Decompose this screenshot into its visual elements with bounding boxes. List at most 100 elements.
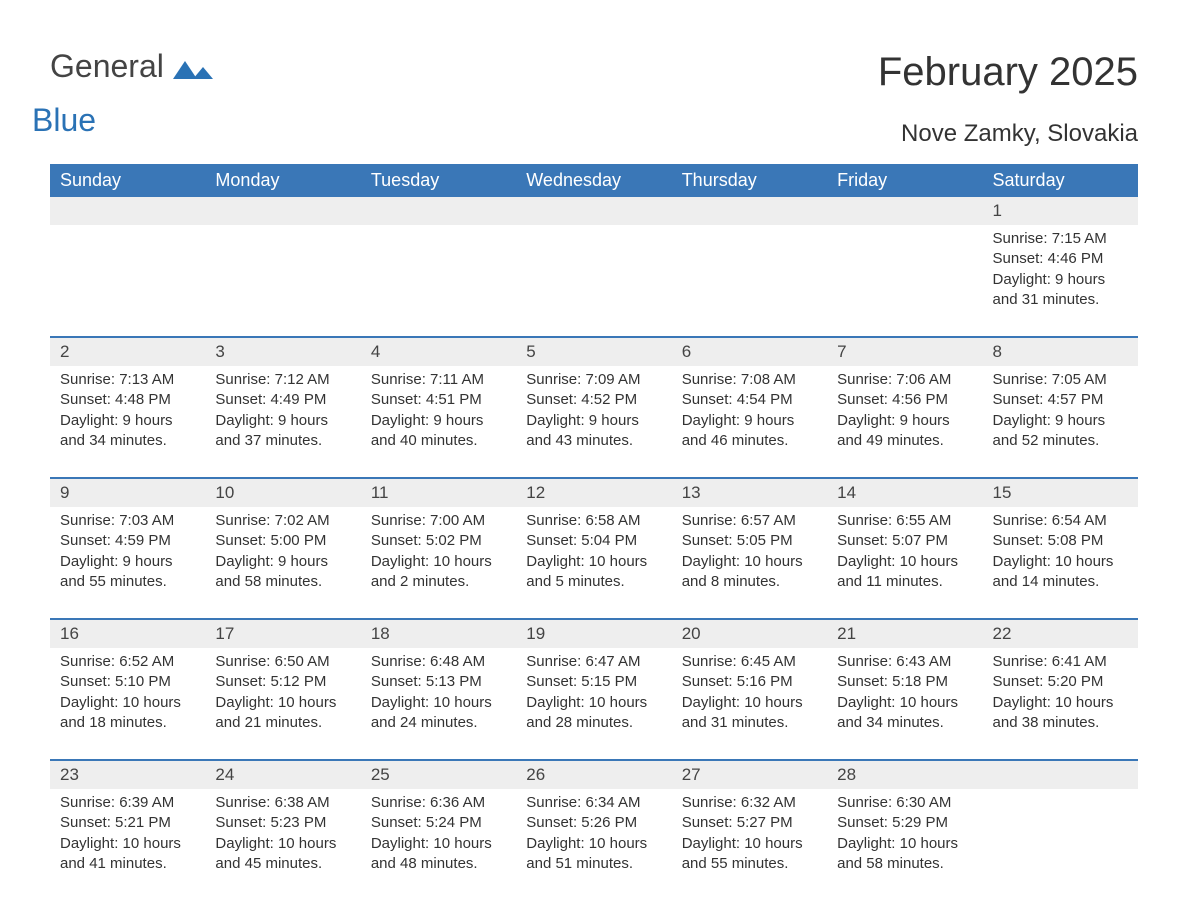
day-cell: Sunrise: 6:36 AMSunset: 5:24 PMDaylight:… — [361, 789, 516, 874]
day-cell: Sunrise: 6:39 AMSunset: 5:21 PMDaylight:… — [50, 789, 205, 874]
content-row: Sunrise: 7:03 AMSunset: 4:59 PMDaylight:… — [50, 507, 1138, 592]
sunrise-line: Sunrise: 7:06 AM — [837, 370, 974, 390]
daynum-row: 2345678 — [50, 336, 1138, 366]
day-cell: Sunrise: 6:55 AMSunset: 5:07 PMDaylight:… — [827, 507, 982, 592]
calendar-grid: SundayMondayTuesdayWednesdayThursdayFrid… — [50, 164, 1138, 874]
daylight-line: Daylight: 9 hours and 46 minutes. — [682, 411, 819, 452]
sunrise-line: Sunrise: 7:12 AM — [215, 370, 352, 390]
day-number: 6 — [672, 338, 827, 366]
day-cell: Sunrise: 6:34 AMSunset: 5:26 PMDaylight:… — [516, 789, 671, 874]
day-number: 9 — [50, 479, 205, 507]
sunrise-line: Sunrise: 6:52 AM — [60, 652, 197, 672]
sunrise-line: Sunrise: 6:45 AM — [682, 652, 819, 672]
daylight-line: Daylight: 10 hours and 8 minutes. — [682, 552, 819, 593]
daylight-line: Daylight: 9 hours and 58 minutes. — [215, 552, 352, 593]
daylight-line: Daylight: 10 hours and 28 minutes. — [526, 693, 663, 734]
day-cell: Sunrise: 7:05 AMSunset: 4:57 PMDaylight:… — [983, 366, 1138, 451]
day-number: 25 — [361, 761, 516, 789]
sunset-line: Sunset: 5:12 PM — [215, 672, 352, 692]
sunrise-line: Sunrise: 6:48 AM — [371, 652, 508, 672]
sunrise-line: Sunrise: 6:57 AM — [682, 511, 819, 531]
sunset-line: Sunset: 5:27 PM — [682, 813, 819, 833]
sunrise-line: Sunrise: 7:08 AM — [682, 370, 819, 390]
sunset-line: Sunset: 5:10 PM — [60, 672, 197, 692]
sunset-line: Sunset: 5:23 PM — [215, 813, 352, 833]
daylight-line: Daylight: 9 hours and 52 minutes. — [993, 411, 1130, 452]
weekday-header: Tuesday — [361, 164, 516, 197]
location-label: Nove Zamky, Slovakia — [50, 120, 1138, 148]
day-number: 24 — [205, 761, 360, 789]
daylight-line: Daylight: 10 hours and 48 minutes. — [371, 834, 508, 875]
day-cell: Sunrise: 6:41 AMSunset: 5:20 PMDaylight:… — [983, 648, 1138, 733]
sunset-line: Sunset: 4:59 PM — [60, 531, 197, 551]
day-cell: Sunrise: 7:03 AMSunset: 4:59 PMDaylight:… — [50, 507, 205, 592]
weekday-header: Monday — [205, 164, 360, 197]
day-cell — [361, 225, 516, 310]
daylight-line: Daylight: 9 hours and 40 minutes. — [371, 411, 508, 452]
day-cell: Sunrise: 7:09 AMSunset: 4:52 PMDaylight:… — [516, 366, 671, 451]
sunset-line: Sunset: 5:24 PM — [371, 813, 508, 833]
day-cell: Sunrise: 6:43 AMSunset: 5:18 PMDaylight:… — [827, 648, 982, 733]
content-row: Sunrise: 6:39 AMSunset: 5:21 PMDaylight:… — [50, 789, 1138, 874]
day-number: 21 — [827, 620, 982, 648]
sunrise-line: Sunrise: 7:15 AM — [993, 229, 1130, 249]
day-number: 23 — [50, 761, 205, 789]
sunrise-line: Sunrise: 6:30 AM — [837, 793, 974, 813]
sunrise-line: Sunrise: 7:02 AM — [215, 511, 352, 531]
daylight-line: Daylight: 9 hours and 37 minutes. — [215, 411, 352, 452]
day-cell: Sunrise: 7:11 AMSunset: 4:51 PMDaylight:… — [361, 366, 516, 451]
day-cell — [205, 225, 360, 310]
day-cell: Sunrise: 6:58 AMSunset: 5:04 PMDaylight:… — [516, 507, 671, 592]
sunrise-line: Sunrise: 6:41 AM — [993, 652, 1130, 672]
day-cell: Sunrise: 6:47 AMSunset: 5:15 PMDaylight:… — [516, 648, 671, 733]
sunset-line: Sunset: 4:56 PM — [837, 390, 974, 410]
daylight-line: Daylight: 10 hours and 55 minutes. — [682, 834, 819, 875]
sunset-line: Sunset: 5:02 PM — [371, 531, 508, 551]
weekday-header-row: SundayMondayTuesdayWednesdayThursdayFrid… — [50, 164, 1138, 197]
day-number: 12 — [516, 479, 671, 507]
sunset-line: Sunset: 4:49 PM — [215, 390, 352, 410]
daylight-line: Daylight: 9 hours and 34 minutes. — [60, 411, 197, 452]
sunrise-line: Sunrise: 6:39 AM — [60, 793, 197, 813]
day-number: 19 — [516, 620, 671, 648]
content-row: Sunrise: 7:13 AMSunset: 4:48 PMDaylight:… — [50, 366, 1138, 451]
sunrise-line: Sunrise: 7:03 AM — [60, 511, 197, 531]
day-cell: Sunrise: 7:12 AMSunset: 4:49 PMDaylight:… — [205, 366, 360, 451]
day-cell: Sunrise: 6:30 AMSunset: 5:29 PMDaylight:… — [827, 789, 982, 874]
day-number: 28 — [827, 761, 982, 789]
logo-text-general: General — [50, 48, 164, 84]
daylight-line: Daylight: 10 hours and 41 minutes. — [60, 834, 197, 875]
day-cell — [516, 225, 671, 310]
daynum-row: 9101112131415 — [50, 477, 1138, 507]
sunset-line: Sunset: 5:08 PM — [993, 531, 1130, 551]
sunrise-line: Sunrise: 6:55 AM — [837, 511, 974, 531]
day-cell: Sunrise: 6:48 AMSunset: 5:13 PMDaylight:… — [361, 648, 516, 733]
daylight-line: Daylight: 10 hours and 34 minutes. — [837, 693, 974, 734]
day-cell: Sunrise: 7:02 AMSunset: 5:00 PMDaylight:… — [205, 507, 360, 592]
daylight-line: Daylight: 9 hours and 55 minutes. — [60, 552, 197, 593]
week-row: 1Sunrise: 7:15 AMSunset: 4:46 PMDaylight… — [50, 197, 1138, 310]
daylight-line: Daylight: 10 hours and 38 minutes. — [993, 693, 1130, 734]
day-cell: Sunrise: 7:06 AMSunset: 4:56 PMDaylight:… — [827, 366, 982, 451]
day-number: 13 — [672, 479, 827, 507]
calendar-page: General Blue February 2025 Nove Zamky, S… — [0, 0, 1188, 874]
sunrise-line: Sunrise: 6:34 AM — [526, 793, 663, 813]
day-number: 16 — [50, 620, 205, 648]
sunset-line: Sunset: 5:29 PM — [837, 813, 974, 833]
sunrise-line: Sunrise: 7:11 AM — [371, 370, 508, 390]
week-row: 16171819202122Sunrise: 6:52 AMSunset: 5:… — [50, 618, 1138, 733]
sunset-line: Sunset: 5:15 PM — [526, 672, 663, 692]
day-cell: Sunrise: 6:32 AMSunset: 5:27 PMDaylight:… — [672, 789, 827, 874]
sunrise-line: Sunrise: 6:36 AM — [371, 793, 508, 813]
day-number: 20 — [672, 620, 827, 648]
week-row: 2345678Sunrise: 7:13 AMSunset: 4:48 PMDa… — [50, 336, 1138, 451]
logo-text-blue: Blue — [32, 102, 96, 138]
sunset-line: Sunset: 5:16 PM — [682, 672, 819, 692]
sunset-line: Sunset: 5:04 PM — [526, 531, 663, 551]
sunset-line: Sunset: 5:21 PM — [60, 813, 197, 833]
sunrise-line: Sunrise: 7:09 AM — [526, 370, 663, 390]
sunrise-line: Sunrise: 7:00 AM — [371, 511, 508, 531]
month-title: February 2025 — [878, 50, 1138, 95]
weekday-header: Sunday — [50, 164, 205, 197]
sunset-line: Sunset: 5:00 PM — [215, 531, 352, 551]
